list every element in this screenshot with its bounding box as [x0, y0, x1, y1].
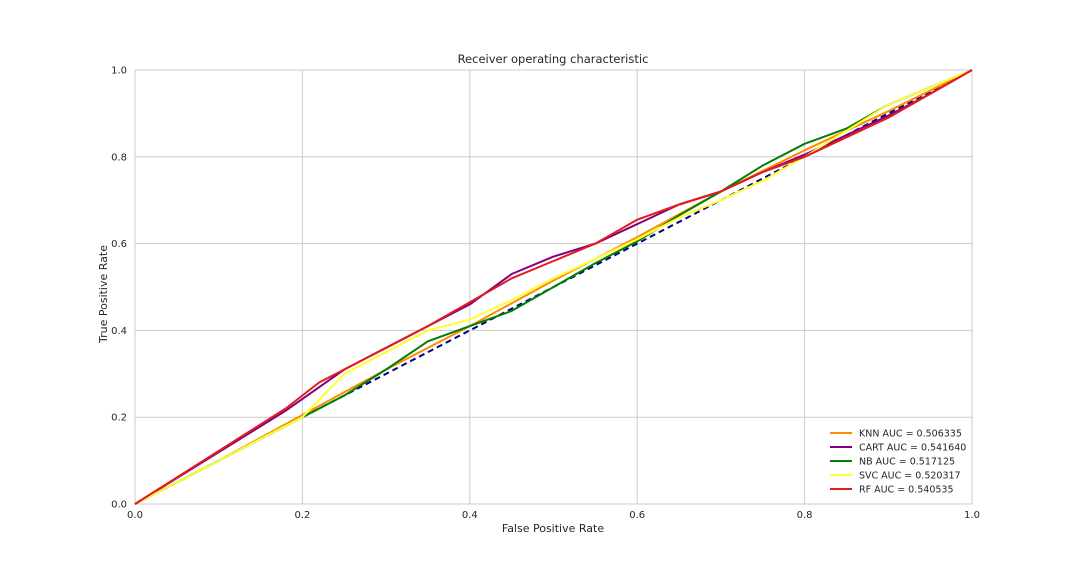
- x-tick-label: 0.6: [629, 510, 645, 521]
- y-tick-label: 0.8: [111, 152, 127, 163]
- legend-label: CART AUC = 0.541640: [859, 443, 966, 454]
- y-axis-title: True Positive Rate: [97, 245, 110, 344]
- y-tick-label: 1.0: [111, 66, 127, 77]
- x-tick-label: 0.2: [294, 510, 310, 521]
- y-tick-label: 0.0: [111, 500, 127, 511]
- x-tick-label: 0.8: [797, 510, 813, 521]
- legend-label: KNN AUC = 0.506335: [859, 429, 962, 440]
- plot-frame: [134, 69, 973, 505]
- legend-label: NB AUC = 0.517125: [859, 457, 955, 468]
- x-tick-label: 0.4: [462, 510, 478, 521]
- series-line-5: [134, 69, 973, 505]
- legend: KNN AUC = 0.506335 CART AUC = 0.541640 NB …: [830, 429, 966, 496]
- series-line-1: [134, 69, 973, 505]
- x-tick-labels: 0.0 0.2 0.4 0.6 0.8 1.0: [127, 510, 980, 521]
- y-tick-labels: 0.0 0.2 0.4 0.6 0.8 1.0: [111, 66, 127, 511]
- series-layer: [134, 69, 973, 505]
- x-tick-label: 0.0: [127, 510, 143, 521]
- x-tick-label: 1.0: [964, 510, 980, 521]
- x-axis-title: False Positive Rate: [502, 522, 604, 535]
- series-line-3: [134, 69, 973, 505]
- y-tick-label: 0.6: [111, 239, 127, 250]
- y-tick-label: 0.2: [111, 413, 127, 424]
- legend-label: SVC AUC = 0.520317: [859, 471, 961, 482]
- series-line-4: [134, 69, 973, 505]
- y-tick-label: 0.4: [111, 326, 127, 337]
- chart-title: Receiver operating characteristic: [458, 52, 649, 66]
- legend-label: RF AUC = 0.540535: [859, 485, 954, 496]
